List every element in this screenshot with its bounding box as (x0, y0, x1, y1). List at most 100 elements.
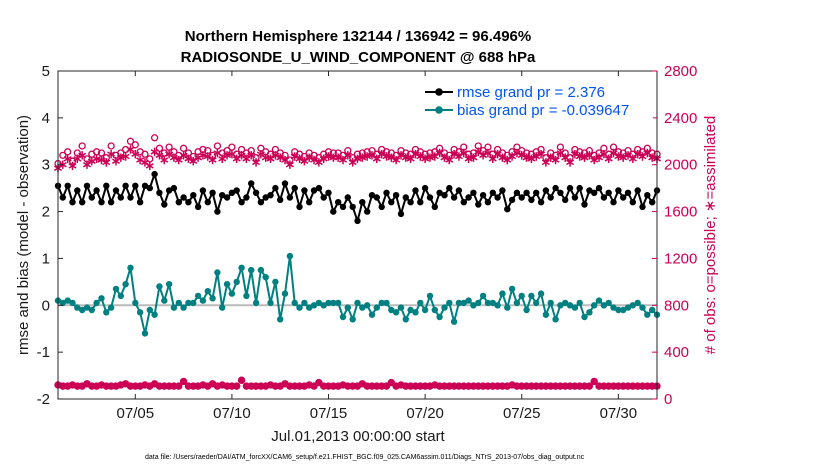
chart-title-line2: RADIOSONDE_U_WIND_COMPONENT @ 688 hPa (181, 49, 536, 66)
bias-point (586, 309, 593, 316)
rmse-point (291, 184, 298, 192)
obs-assimilated-marker (425, 153, 434, 162)
rmse-point (533, 189, 540, 196)
bias-point (204, 288, 211, 295)
obs-assimilated-marker (353, 154, 362, 164)
obs-assimilated-marker (343, 151, 352, 160)
rmse-point (634, 187, 641, 194)
obs-low-marker (585, 382, 594, 390)
rmse-point (107, 199, 115, 206)
rmse-point (151, 170, 158, 178)
obs-assimilated-marker (556, 148, 565, 158)
rmse-point (286, 194, 294, 201)
bias-point (562, 299, 569, 307)
rmse-point (79, 199, 86, 206)
rmse-point (88, 194, 96, 201)
obs-assimilated-marker (435, 148, 444, 158)
obs-assimilated-marker (488, 154, 497, 164)
left-tick-label: 0 (42, 297, 50, 314)
rmse-point (475, 201, 482, 208)
rmse-point (620, 194, 627, 201)
obs-assimilated-marker (599, 149, 608, 159)
bias-point (243, 292, 250, 300)
obs-assimilated-marker (464, 154, 473, 164)
obs-assimilated-marker (121, 152, 130, 161)
bias-point (161, 297, 168, 304)
rmse-point (69, 199, 76, 206)
bias-point (571, 304, 579, 311)
rmse-point (310, 187, 318, 194)
obs-assimilated-marker (208, 155, 217, 165)
bias-point (165, 281, 173, 288)
rmse-point (83, 182, 91, 189)
bias-point (74, 304, 81, 311)
bias-point (69, 299, 76, 307)
obs-assimilated-marker (145, 161, 154, 171)
rmse-point (277, 196, 284, 204)
rmse-point (325, 189, 332, 196)
legend-rmse-marker (435, 88, 443, 96)
bias-point (547, 299, 554, 307)
rmse-point (98, 199, 105, 206)
obs-assimilated-marker (324, 152, 333, 161)
obs-assimilated-marker (469, 153, 478, 162)
rmse-point (339, 203, 347, 211)
rmse-point (392, 192, 400, 199)
rmse-point (402, 194, 409, 201)
right-axis-ticks: 0 400 800 1200 1600 2000 2400 2800 (664, 63, 697, 408)
obs-assimilated-marker (107, 149, 116, 159)
left-tick-label: 3 (42, 157, 50, 174)
bias-point (421, 306, 429, 314)
bias-point (552, 316, 559, 323)
bias-point (489, 299, 496, 307)
bias-point (98, 295, 105, 302)
rmse-point (412, 187, 419, 194)
rmse-point (165, 187, 173, 194)
obs-assimilated-marker (63, 154, 72, 164)
bias-point (591, 302, 598, 309)
rmse-point (368, 192, 376, 199)
obs-possible-marker (131, 141, 139, 149)
obs-assimilated-marker (541, 158, 550, 167)
bias-point (64, 297, 71, 304)
left-tick-label: 5 (42, 63, 50, 80)
obs-assimilated-marker (614, 152, 623, 161)
rmse-point (431, 203, 438, 211)
obs-low-marker (382, 382, 391, 390)
obs-assimilated-marker (338, 155, 348, 165)
rmse-point (156, 189, 163, 196)
bias-point (475, 299, 482, 307)
bias-point (605, 299, 612, 307)
bias-point (523, 306, 530, 314)
bias-point (349, 316, 356, 323)
obs-low-marker (387, 378, 396, 387)
rmse-point (489, 189, 496, 196)
bias-point (354, 299, 361, 307)
x-tick-label: 07/20 (406, 405, 444, 422)
bias-point (378, 299, 385, 307)
obs-low-marker (310, 382, 318, 390)
bias-point (615, 306, 622, 314)
rmse-point (103, 182, 110, 189)
y-axis-label-left: rmse and bias (model - observation) (15, 115, 32, 355)
bias-point (392, 309, 400, 316)
obs-low-marker (315, 378, 323, 387)
tick-marks (58, 70, 657, 400)
bias-point (238, 264, 245, 271)
bias-point (185, 299, 192, 307)
rmse-point (388, 199, 395, 206)
bias-point (450, 318, 458, 325)
obs-assimilated-marker (285, 160, 294, 169)
rmse-point (644, 192, 651, 199)
bias-point (557, 302, 564, 309)
rmse-point (132, 182, 139, 189)
rmse-point (629, 199, 636, 206)
bias-point (339, 313, 347, 321)
rmse-point (383, 189, 390, 196)
rmse-point (349, 203, 356, 211)
bias-point (446, 299, 453, 307)
bias-point (644, 311, 651, 318)
rmse-point (180, 194, 187, 201)
bias-point (542, 311, 550, 318)
rmse-point (441, 192, 448, 199)
